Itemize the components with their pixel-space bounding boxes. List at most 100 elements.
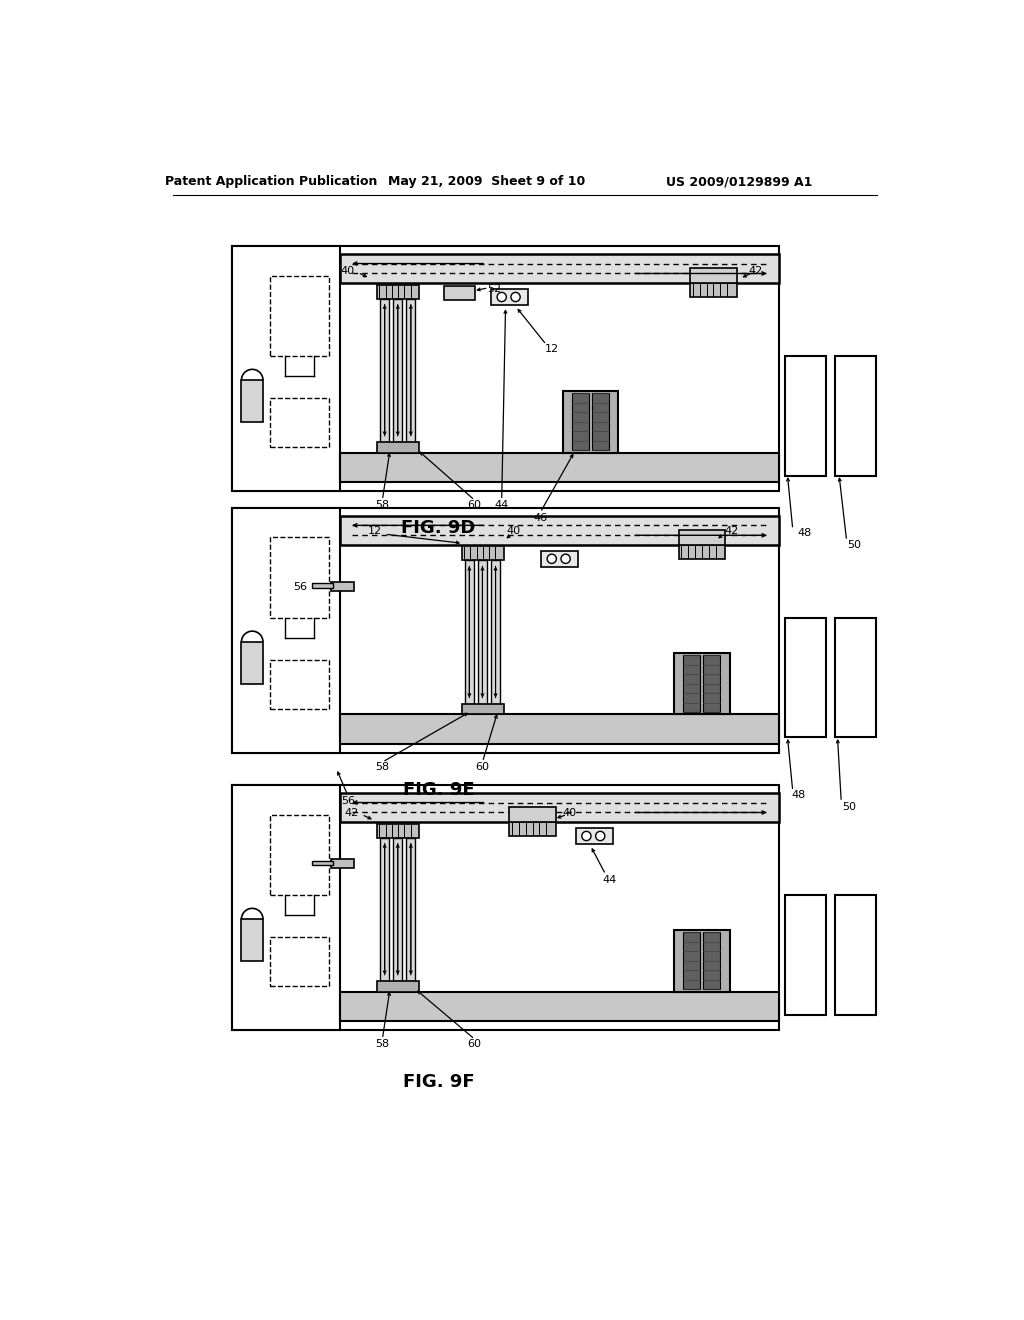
Bar — [592, 393, 608, 450]
Text: US 2009/0129899 A1: US 2009/0129899 A1 — [666, 176, 812, 187]
Text: 12: 12 — [368, 527, 382, 536]
Bar — [785, 356, 826, 475]
Bar — [679, 545, 725, 558]
Bar — [380, 838, 389, 981]
Bar — [785, 618, 826, 738]
Bar — [575, 829, 612, 843]
Text: 58: 58 — [375, 1039, 389, 1049]
Bar — [407, 298, 416, 442]
Bar — [270, 814, 330, 895]
Circle shape — [547, 554, 556, 564]
Bar — [232, 785, 340, 1030]
Bar — [571, 393, 589, 450]
Bar — [674, 653, 730, 714]
Bar — [683, 655, 700, 711]
Text: FIG. 9D: FIG. 9D — [401, 519, 476, 537]
Text: 52: 52 — [487, 284, 501, 294]
Bar — [377, 442, 419, 453]
Text: 42: 42 — [749, 265, 763, 276]
Bar — [836, 895, 876, 1015]
Bar — [690, 284, 736, 297]
Bar — [380, 298, 389, 442]
Bar — [785, 895, 826, 1015]
Bar — [490, 561, 500, 704]
Circle shape — [596, 832, 605, 841]
Text: 44: 44 — [602, 875, 616, 884]
Bar — [683, 932, 700, 989]
Text: 56: 56 — [341, 796, 354, 805]
Bar — [462, 704, 504, 714]
Bar — [331, 859, 354, 869]
Bar — [541, 552, 578, 566]
Text: 40: 40 — [506, 527, 520, 536]
Bar — [490, 289, 528, 305]
Bar — [703, 655, 720, 711]
Text: 48: 48 — [792, 791, 806, 800]
Bar — [232, 247, 779, 491]
Text: May 21, 2009  Sheet 9 of 10: May 21, 2009 Sheet 9 of 10 — [388, 176, 585, 187]
Bar — [242, 642, 263, 684]
Bar — [703, 932, 720, 989]
Bar — [340, 516, 779, 545]
Text: FIG. 9E: FIG. 9E — [402, 781, 474, 799]
Bar — [444, 286, 475, 300]
Bar — [690, 268, 736, 284]
Bar — [232, 785, 779, 1030]
Text: 44: 44 — [495, 500, 509, 510]
Text: 50: 50 — [848, 540, 861, 550]
Bar — [270, 276, 330, 356]
Bar — [836, 356, 876, 475]
Bar — [270, 399, 330, 447]
Bar — [340, 714, 779, 743]
Text: 50: 50 — [842, 801, 856, 812]
Bar — [465, 561, 474, 704]
Bar — [340, 253, 779, 284]
Bar — [509, 822, 556, 836]
Bar — [242, 380, 263, 422]
Bar — [270, 660, 330, 709]
Circle shape — [497, 293, 506, 302]
Bar — [393, 298, 402, 442]
Bar — [679, 529, 725, 545]
Bar — [232, 508, 340, 752]
Text: 60: 60 — [475, 762, 489, 772]
Text: 58: 58 — [375, 762, 389, 772]
Bar — [562, 391, 617, 453]
Text: FIG. 9F: FIG. 9F — [402, 1073, 474, 1092]
Bar — [232, 508, 779, 752]
Bar — [340, 991, 779, 1020]
Bar — [674, 929, 730, 991]
Text: 58: 58 — [375, 500, 389, 510]
Bar — [270, 537, 330, 618]
Bar — [377, 981, 419, 991]
Text: 42: 42 — [344, 808, 358, 818]
Bar — [311, 583, 333, 589]
Text: 46: 46 — [534, 513, 547, 523]
Text: 40: 40 — [341, 265, 354, 276]
Circle shape — [511, 293, 520, 302]
Text: Patent Application Publication: Patent Application Publication — [165, 176, 377, 187]
Text: 42: 42 — [724, 527, 738, 536]
Bar — [270, 937, 330, 986]
Bar — [509, 807, 556, 822]
Bar — [407, 838, 416, 981]
Bar — [311, 861, 333, 866]
Bar — [340, 453, 779, 482]
Bar — [478, 561, 487, 704]
Bar — [836, 618, 876, 738]
Text: 12: 12 — [545, 343, 559, 354]
Bar — [331, 582, 354, 591]
Bar — [340, 793, 779, 822]
Bar — [462, 546, 504, 561]
Text: 56: 56 — [293, 582, 307, 591]
Text: 48: 48 — [798, 528, 811, 539]
Bar — [232, 247, 340, 491]
Bar — [377, 285, 419, 298]
Bar — [377, 824, 419, 838]
Circle shape — [561, 554, 570, 564]
Bar — [393, 838, 402, 981]
Text: 60: 60 — [468, 1039, 481, 1049]
Bar — [242, 919, 263, 961]
Text: 60: 60 — [468, 500, 481, 510]
Text: 40: 40 — [562, 808, 577, 818]
